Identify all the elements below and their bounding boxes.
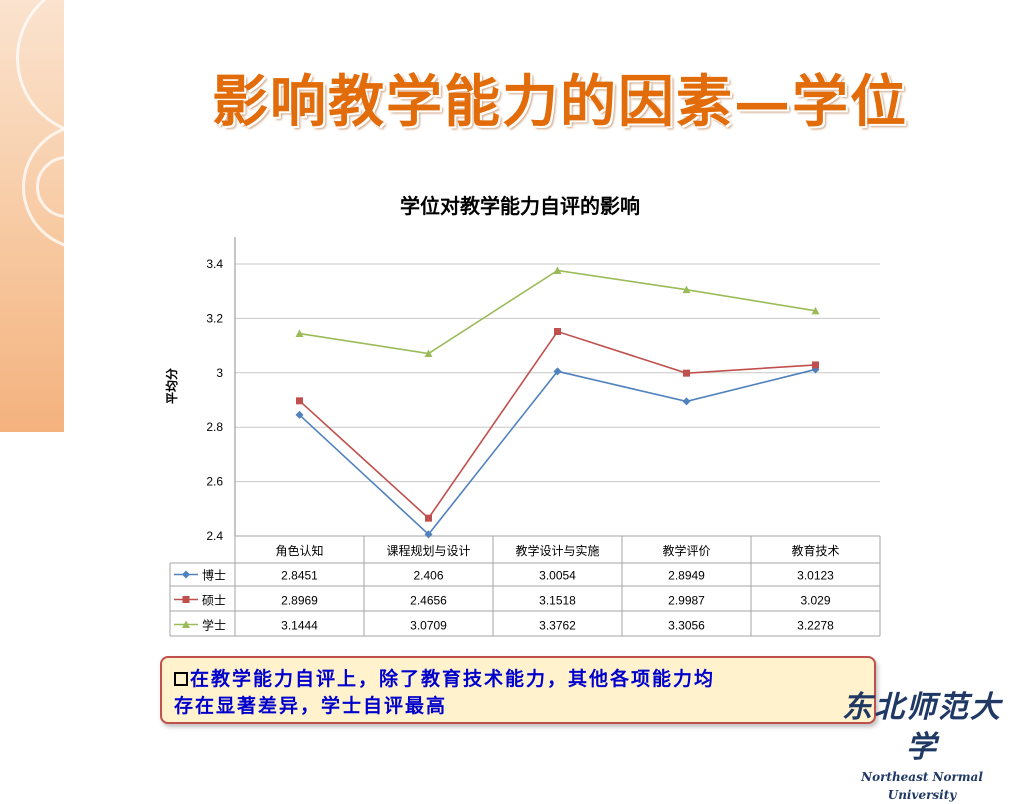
data-table-value: 3.029 <box>800 594 830 608</box>
category-label: 课程规划与设计 <box>386 543 470 558</box>
legend-key-marker <box>182 596 190 603</box>
data-table-value: 3.1444 <box>281 619 318 633</box>
data-table-value: 3.2278 <box>797 619 834 633</box>
data-table-value: 2.8451 <box>281 569 318 583</box>
legend-label: 硕士 <box>202 594 226 608</box>
data-table-value: 2.9987 <box>668 594 705 608</box>
data-point <box>424 349 433 358</box>
data-table-value: 2.406 <box>413 569 443 583</box>
y-tick-label: 2.6 <box>206 475 223 489</box>
y-tick-label: 3 <box>216 366 223 380</box>
data-point <box>295 410 304 419</box>
chart-title: 学位对教学能力自评的影响 <box>400 194 640 218</box>
note-box: 在教学能力自评上，除了教育技术能力，其他各项能力均 存在显著差异，学士自评最高 <box>160 656 876 724</box>
logo-english-name: Northeast Normal University <box>861 770 983 802</box>
data-point <box>812 361 819 369</box>
y-tick-label: 3.2 <box>206 311 223 325</box>
data-point <box>425 514 432 522</box>
slide-title: 影响教学能力的因素—学位 <box>212 69 908 135</box>
data-point <box>683 369 690 377</box>
note-line-2: 存在显著差异，学士自评最高 <box>174 695 448 717</box>
data-table-value: 3.0709 <box>410 619 447 633</box>
data-table-value: 3.3056 <box>668 619 705 633</box>
university-logo: 东北师范大学 Northeast Normal University <box>836 688 1008 802</box>
data-point <box>424 530 433 539</box>
data-table-value: 2.8949 <box>668 569 705 583</box>
data-point <box>682 397 691 406</box>
y-tick-label: 3.4 <box>206 257 223 271</box>
series-line-1 <box>298 368 816 536</box>
category-label: 角色认知 <box>275 544 323 558</box>
legend-key-marker <box>182 620 190 628</box>
data-table-value: 3.3762 <box>539 619 576 633</box>
data-table-value: 2.8969 <box>281 594 318 608</box>
note-text-1: 在教学能力自评上，除了教育技术能力，其他各项能力均 <box>190 668 716 690</box>
data-point <box>296 397 303 405</box>
series-line-2 <box>298 330 816 520</box>
legend-label: 博士 <box>202 568 226 583</box>
legend-key-marker <box>182 570 190 579</box>
series-line-3 <box>299 269 816 355</box>
category-label: 教育技术 <box>791 543 839 558</box>
data-point <box>553 266 562 274</box>
data-table-value: 3.0054 <box>539 569 576 583</box>
legend-label: 学士 <box>202 618 226 633</box>
data-table-value: 2.4656 <box>410 594 447 608</box>
data-table-value: 3.0123 <box>797 569 834 583</box>
data-point <box>553 367 562 376</box>
y-tick-label: 2.4 <box>206 529 223 543</box>
left-decoration <box>0 0 64 432</box>
logo-chinese-name: 东北师范大学 <box>842 690 1002 765</box>
data-point <box>682 285 691 294</box>
y-axis-label: 平均分 <box>164 368 179 404</box>
category-label: 教学评价 <box>662 543 710 558</box>
note-line-1: 在教学能力自评上，除了教育技术能力，其他各项能力均 <box>174 666 862 693</box>
data-point <box>295 329 304 338</box>
square-bullet-icon <box>174 672 188 686</box>
category-label: 教学设计与实施 <box>515 543 599 558</box>
y-tick-label: 2.8 <box>206 420 223 434</box>
data-table-value: 3.1518 <box>539 594 576 608</box>
data-point <box>811 306 820 315</box>
data-point <box>554 328 561 336</box>
